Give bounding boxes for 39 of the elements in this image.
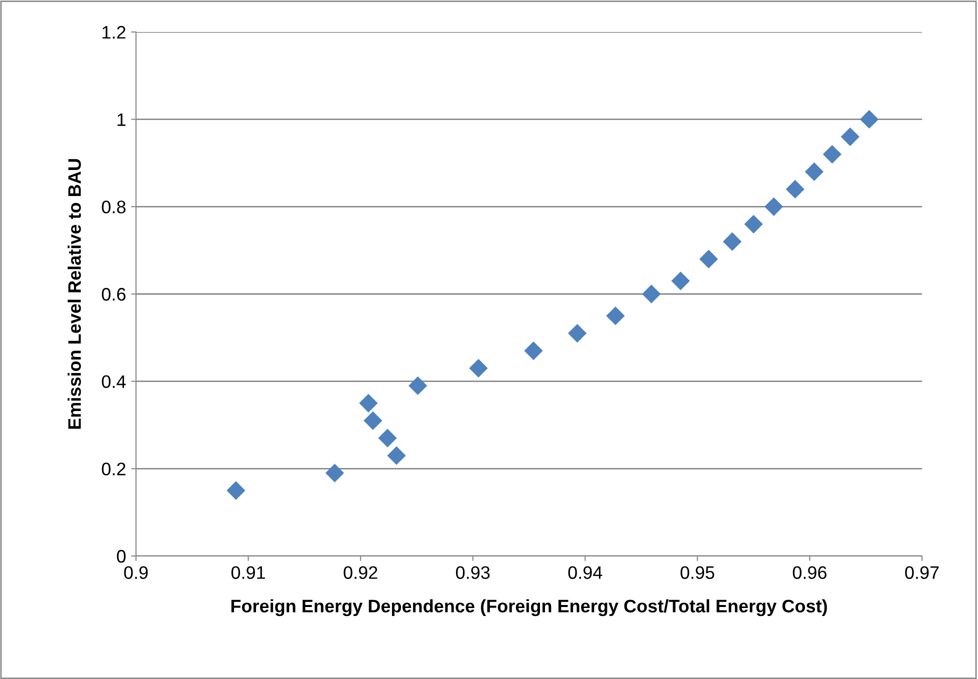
point <box>364 411 382 430</box>
point <box>387 446 406 465</box>
point <box>722 232 742 251</box>
x-tick-label: 0.97 <box>905 566 939 579</box>
point <box>408 376 428 396</box>
point <box>378 428 397 448</box>
y-tick-label: 0.8 <box>102 200 126 214</box>
y-tick-label: 0.6 <box>102 288 126 301</box>
point <box>568 324 587 343</box>
point <box>642 284 661 304</box>
x-tick-label: 0.95 <box>680 566 714 579</box>
x-tick-label: 0.94 <box>568 566 602 579</box>
point <box>822 144 842 164</box>
y-tick-label: 0 <box>116 550 126 563</box>
x-axis-title: Foreign Energy Dependence (Foreign Energy Cost/Total Energy Cost) <box>231 599 827 616</box>
point <box>804 162 824 182</box>
point <box>606 306 625 326</box>
point <box>226 481 246 500</box>
point <box>840 127 860 146</box>
point <box>764 197 784 216</box>
y-tick-label: 0.4 <box>102 375 126 388</box>
point <box>325 464 344 482</box>
point <box>524 341 543 360</box>
x-tick-label: 0.92 <box>344 566 378 579</box>
point <box>469 358 488 378</box>
x-tick-label: 0.91 <box>231 566 265 579</box>
point <box>744 214 763 234</box>
x-tick-label: 0.93 <box>456 566 490 579</box>
point <box>699 250 718 268</box>
x-tick-label: 0.96 <box>792 566 826 579</box>
point <box>671 272 690 290</box>
point <box>860 110 879 129</box>
point <box>359 394 378 412</box>
y-axis-title: Emission Level Relative to BAU <box>68 159 81 429</box>
y-tick-label: 1 <box>118 113 126 126</box>
y-tick-label: 1.2 <box>102 26 126 39</box>
y-tick-label: 0.2 <box>102 462 126 476</box>
x-tick-label: 0.9 <box>124 566 148 579</box>
point <box>786 180 804 199</box>
